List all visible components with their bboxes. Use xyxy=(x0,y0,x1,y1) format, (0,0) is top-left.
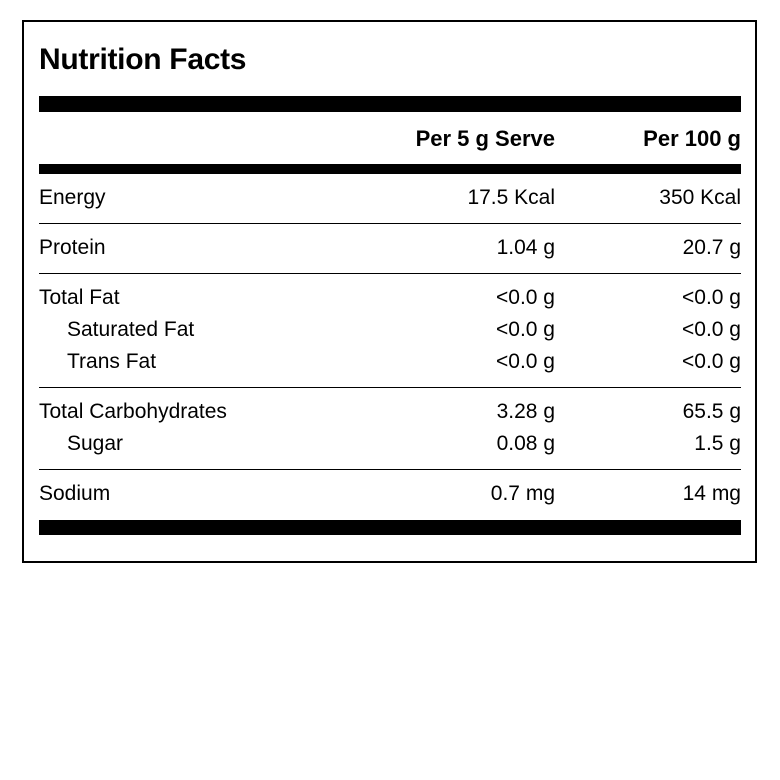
separator-bar-header xyxy=(39,164,741,174)
section-energy: Energy 17.5 Kcal 350 Kcal xyxy=(39,174,741,224)
separator-bar-top xyxy=(39,96,741,112)
nutrient-row-total-fat: Total Fat <0.0 g <0.0 g xyxy=(39,282,741,314)
nutrient-per-100g-value: 65.5 g xyxy=(682,400,741,423)
nutrient-row-sodium: Sodium 0.7 mg 14 mg xyxy=(39,478,741,510)
section-carbohydrates: Total Carbohydrates 3.28 g 65.5 g Sugar … xyxy=(39,388,741,470)
nutrient-row-energy: Energy 17.5 Kcal 350 Kcal xyxy=(39,182,741,214)
section-sodium: Sodium 0.7 mg 14 mg xyxy=(39,470,741,520)
nutrient-row-protein: Protein 1.04 g 20.7 g xyxy=(39,232,741,264)
nutrient-per-serve-value: 17.5 Kcal xyxy=(467,186,555,209)
nutrient-row-saturated-fat: Saturated Fat <0.0 g <0.0 g xyxy=(39,314,741,346)
nutrient-per-serve-value: 0.7 mg xyxy=(490,482,555,505)
nutrient-per-serve-value: <0.0 g xyxy=(496,350,555,373)
nutrient-per-100g-value: 350 Kcal xyxy=(659,186,741,209)
nutrient-name: Saturated Fat xyxy=(67,318,195,341)
nutrient-name: Energy xyxy=(39,186,106,209)
nutrient-name: Trans Fat xyxy=(67,350,157,373)
nutrient-per-serve-value: 3.28 g xyxy=(496,400,555,423)
nutrient-row-total-carbohydrates: Total Carbohydrates 3.28 g 65.5 g xyxy=(39,396,741,428)
nutrient-per-100g-value: 14 mg xyxy=(682,482,741,505)
nutrient-per-100g-value: <0.0 g xyxy=(682,318,741,341)
nutrient-per-100g-value: 20.7 g xyxy=(682,236,741,259)
section-protein: Protein 1.04 g 20.7 g xyxy=(39,224,741,274)
nutrient-name: Protein xyxy=(39,236,106,259)
nutrient-per-100g-value: 1.5 g xyxy=(694,432,741,455)
nutrient-name: Sugar xyxy=(67,432,124,455)
nutrient-per-serve-value: <0.0 g xyxy=(496,318,555,341)
nutrient-per-serve-value: <0.0 g xyxy=(496,286,555,309)
nutrient-per-100g-value: <0.0 g xyxy=(682,350,741,373)
nutrient-name: Sodium xyxy=(39,482,111,505)
nutrition-facts-label: Nutrition Facts Per 5 g Serve Per 100 g … xyxy=(22,20,757,563)
nutrient-per-serve-value: 1.04 g xyxy=(496,236,555,259)
separator-bar-bottom xyxy=(39,520,741,535)
column-header-per-serve: Per 5 g Serve xyxy=(415,126,555,151)
nutrient-per-100g-value: <0.0 g xyxy=(682,286,741,309)
nutrient-per-serve-value: 0.08 g xyxy=(496,432,555,455)
nutrient-row-trans-fat: Trans Fat <0.0 g <0.0 g xyxy=(39,346,741,378)
section-fat: Total Fat <0.0 g <0.0 g Saturated Fat <0… xyxy=(39,274,741,388)
column-header-per-100g: Per 100 g xyxy=(643,126,741,151)
nutrient-row-sugar: Sugar 0.08 g 1.5 g xyxy=(39,428,741,460)
nutrient-name: Total Fat xyxy=(39,286,120,309)
column-header-row: Per 5 g Serve Per 100 g xyxy=(39,112,741,164)
column-header-spacer xyxy=(39,123,385,155)
nutrient-name: Total Carbohydrates xyxy=(39,400,227,423)
label-title: Nutrition Facts xyxy=(39,43,247,76)
